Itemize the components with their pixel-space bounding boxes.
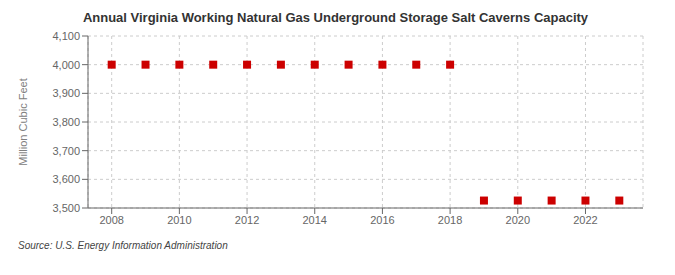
svg-text:3,500: 3,500 bbox=[52, 202, 80, 214]
svg-text:Million Cubic Feet: Million Cubic Feet bbox=[17, 78, 29, 165]
html-text:Source: U.S. Energy Informatio: Source: U.S. Energy Information Administ… bbox=[18, 240, 228, 251]
html-text:Annual Virginia Working Natura: Annual Virginia Working Natural Gas Unde… bbox=[82, 10, 589, 25]
svg-text:3,600: 3,600 bbox=[52, 173, 80, 185]
svg-text:2010: 2010 bbox=[167, 214, 191, 226]
svg-text:2016: 2016 bbox=[370, 214, 394, 226]
svg-text:2008: 2008 bbox=[99, 214, 123, 226]
svg-text:4,100: 4,100 bbox=[52, 30, 80, 42]
svg-text:2022: 2022 bbox=[573, 214, 597, 226]
svg-text:3,700: 3,700 bbox=[52, 145, 80, 157]
svg-text:4,000: 4,000 bbox=[52, 59, 80, 71]
svg-text:2018: 2018 bbox=[438, 214, 462, 226]
svg-text:2020: 2020 bbox=[506, 214, 530, 226]
svg-text:3,900: 3,900 bbox=[52, 87, 80, 99]
svg-text:2014: 2014 bbox=[302, 214, 326, 226]
svg-text:3,800: 3,800 bbox=[52, 116, 80, 128]
svg-text:2012: 2012 bbox=[235, 214, 259, 226]
